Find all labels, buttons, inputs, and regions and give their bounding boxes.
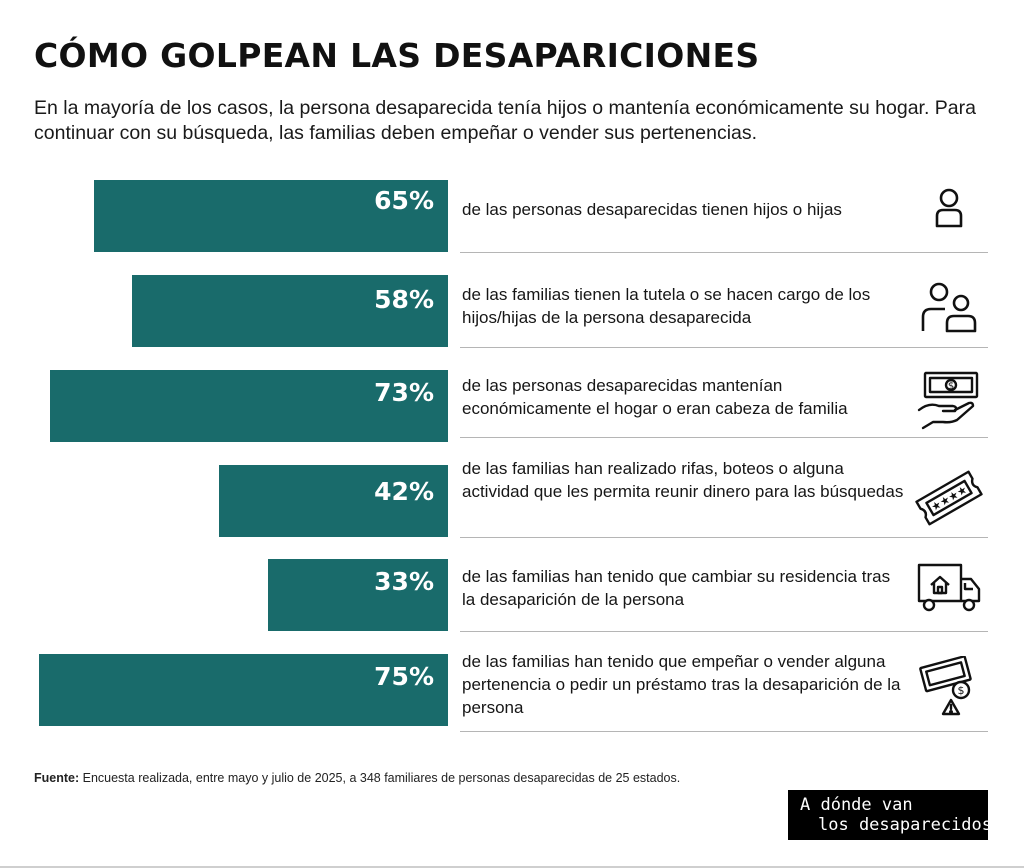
parent-child-icon <box>915 277 983 339</box>
row-description-3: de las familias han realizado rifas, bot… <box>462 459 904 501</box>
logo-line-2: los desaparecidos. <box>818 815 1003 835</box>
svg-text:$: $ <box>958 684 965 697</box>
data-row: 73% de las personas desaparecidas manten… <box>0 370 1024 442</box>
hand-money-icon: $ <box>915 370 983 432</box>
row-divider <box>460 347 988 348</box>
chart-title: CÓMO GOLPEAN LAS DESAPARICIONES <box>34 36 760 75</box>
row-description-2: de las personas desaparecidas mantenían … <box>462 376 848 418</box>
source-label: Fuente: <box>34 771 80 785</box>
row-description-1: de las familias tienen la tutela o se ha… <box>462 285 871 327</box>
bar-2 <box>50 370 448 442</box>
data-row: 75% de las familias han tenido que empeñ… <box>0 652 1024 726</box>
data-row: 65% de las personas desaparecidas tienen… <box>0 180 1024 252</box>
row-divider <box>460 537 988 538</box>
value-label-2: 73% <box>374 378 434 407</box>
row-divider <box>460 631 988 632</box>
value-label-3: 42% <box>374 477 434 506</box>
value-label-0: 65% <box>374 186 434 215</box>
row-divider <box>460 437 988 438</box>
bar-5 <box>39 654 448 726</box>
page-bottom-border <box>0 866 1024 868</box>
row-divider <box>460 252 988 253</box>
moving-truck-icon <box>915 559 983 621</box>
row-divider <box>460 731 988 732</box>
person-icon <box>915 182 983 244</box>
bar-1 <box>131 275 448 347</box>
data-row: 42% de las familias han realizado rifas,… <box>0 459 1024 537</box>
publisher-logo: A dónde van los desaparecidos. <box>788 790 1002 840</box>
money-warning-icon: $ <box>915 656 983 718</box>
svg-text:$: $ <box>948 381 954 392</box>
source-footnote: Fuente: Encuesta realizada, entre mayo y… <box>34 771 680 785</box>
data-row: 33% de las familias han tenido que cambi… <box>0 559 1024 631</box>
source-text: Encuesta realizada, entre mayo y julio d… <box>79 771 681 785</box>
raffle-ticket-icon: ★★★★ <box>915 467 983 529</box>
chart-subtitle: En la mayoría de los casos, la persona d… <box>34 97 976 144</box>
logo-line-1: A dónde van <box>800 795 913 815</box>
value-label-5: 75% <box>374 662 434 691</box>
bar-0 <box>93 180 448 252</box>
value-label-4: 33% <box>374 567 434 596</box>
data-row: 58% de las familias tienen la tutela o s… <box>0 275 1024 347</box>
bar-4 <box>268 559 448 631</box>
bar-3 <box>219 465 448 537</box>
row-description-4: de las familias han tenido que cambiar s… <box>462 567 891 609</box>
row-description-0: de las personas desaparecidas tienen hij… <box>462 200 842 219</box>
value-label-1: 58% <box>374 285 434 314</box>
row-description-5: de las familias han tenido que empeñar o… <box>462 652 901 717</box>
